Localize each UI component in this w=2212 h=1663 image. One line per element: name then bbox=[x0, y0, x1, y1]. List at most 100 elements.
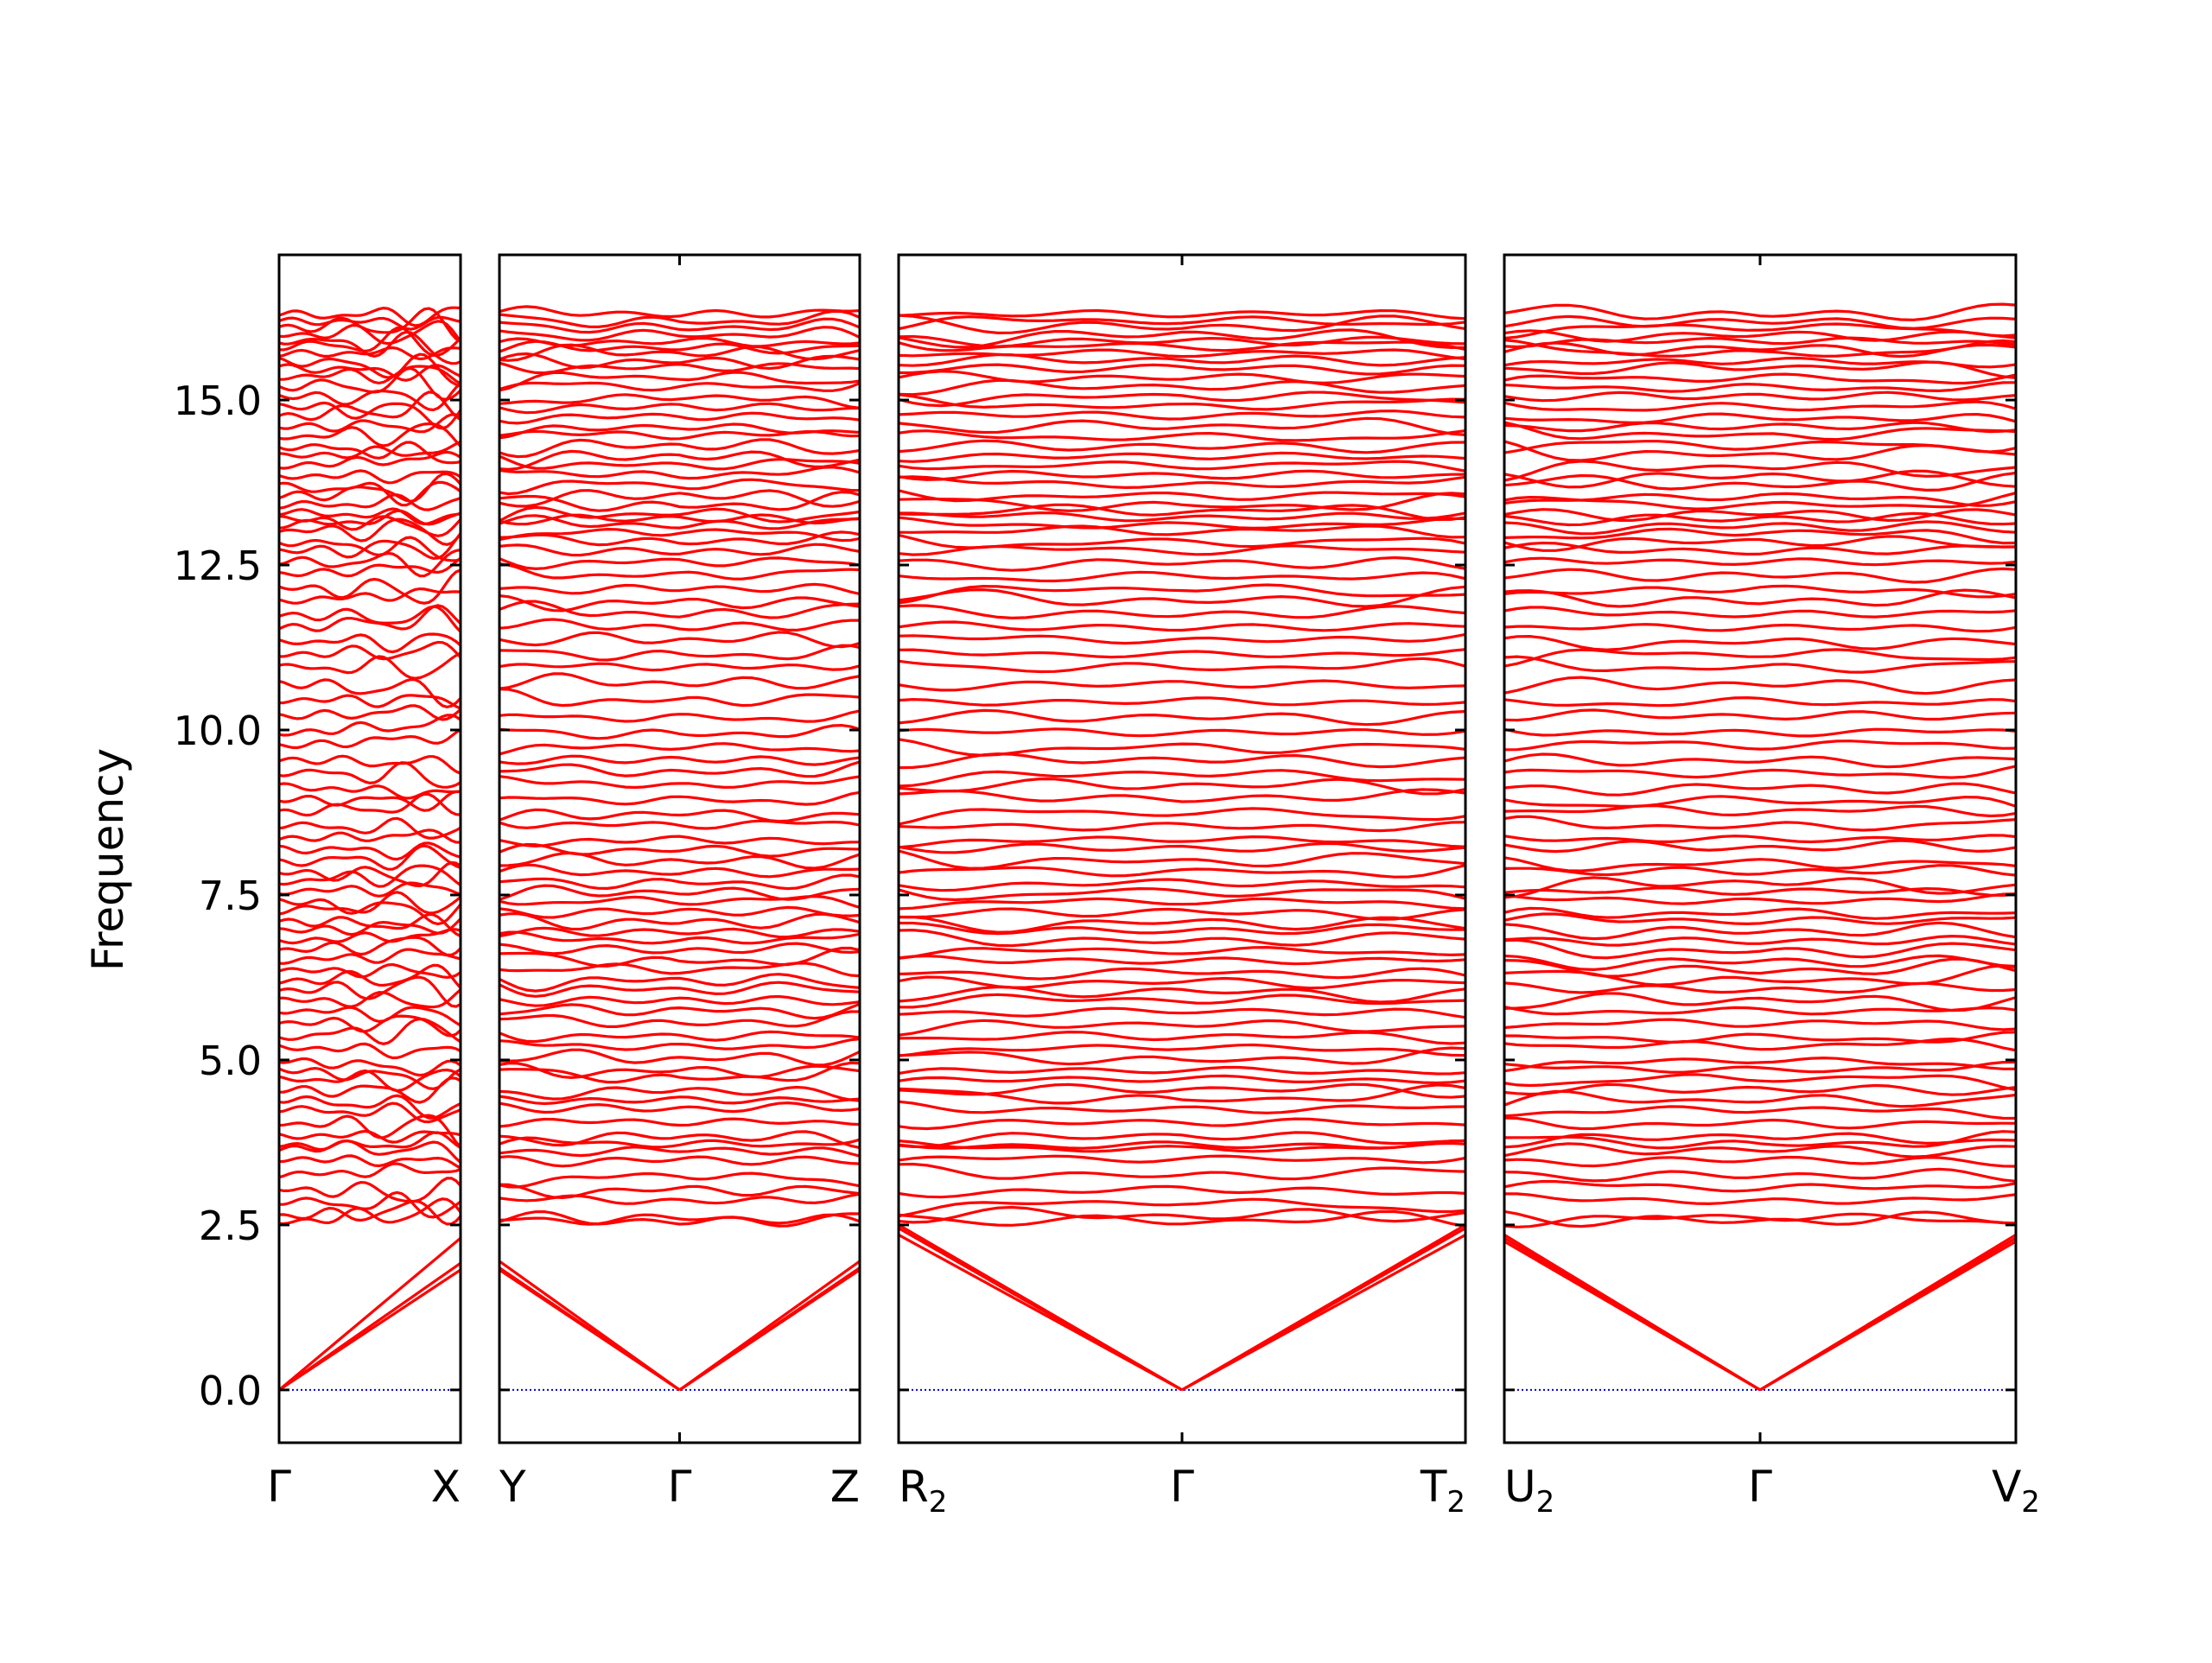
optical-band bbox=[1504, 892, 2016, 905]
optical-band bbox=[1504, 954, 2016, 972]
optical-band bbox=[899, 907, 1465, 921]
optical-band bbox=[1504, 676, 2016, 695]
optical-band bbox=[499, 393, 860, 409]
optical-band bbox=[899, 378, 1465, 397]
optical-band bbox=[499, 851, 860, 870]
optical-band bbox=[499, 973, 860, 993]
optical-band bbox=[899, 928, 1465, 948]
optical-band bbox=[279, 790, 461, 812]
optical-band bbox=[1504, 957, 2016, 978]
x-tick-label: Γ bbox=[1748, 1462, 1772, 1512]
optical-band bbox=[499, 326, 860, 342]
optical-band bbox=[1504, 992, 2016, 1012]
optical-band bbox=[279, 761, 461, 789]
optical-band bbox=[279, 962, 461, 980]
optical-band bbox=[499, 530, 860, 547]
optical-band bbox=[499, 513, 860, 526]
optical-band bbox=[499, 411, 860, 425]
optical-band bbox=[279, 532, 461, 561]
optical-band bbox=[279, 782, 461, 800]
optical-band bbox=[499, 994, 860, 1007]
optical-band bbox=[279, 640, 461, 661]
optical-band bbox=[279, 441, 461, 465]
optical-band bbox=[499, 905, 860, 919]
optical-band bbox=[279, 898, 461, 926]
optical-band bbox=[1504, 339, 2016, 358]
optical-band bbox=[899, 1074, 1465, 1085]
optical-band bbox=[1504, 934, 2016, 947]
optical-band bbox=[1504, 739, 2016, 752]
optical-band bbox=[279, 1066, 461, 1091]
optical-band bbox=[279, 816, 461, 840]
optical-band bbox=[279, 928, 461, 945]
optical-band bbox=[899, 788, 1465, 803]
acoustic-band bbox=[1181, 1223, 1465, 1392]
acoustic-band bbox=[1181, 1233, 1465, 1392]
x-tick-label: Γ bbox=[267, 1462, 291, 1512]
optical-band bbox=[899, 511, 1465, 523]
optical-band bbox=[1504, 421, 2016, 441]
optical-band bbox=[899, 1197, 1465, 1218]
optical-band bbox=[279, 1139, 461, 1164]
optical-band bbox=[499, 1010, 860, 1028]
optical-band bbox=[1504, 460, 2016, 482]
optical-band bbox=[499, 926, 860, 939]
optical-band bbox=[1504, 708, 2016, 722]
x-tick-label: X bbox=[431, 1462, 461, 1512]
band-group bbox=[499, 305, 860, 1392]
optical-band bbox=[279, 891, 461, 916]
band-group bbox=[1504, 302, 2016, 1392]
optical-band bbox=[1504, 356, 2016, 369]
optical-band bbox=[279, 307, 461, 343]
y-axis-label: Frequency bbox=[83, 748, 133, 971]
optical-band bbox=[899, 416, 1465, 436]
optical-band bbox=[899, 314, 1465, 335]
optical-band bbox=[1504, 440, 2016, 454]
optical-band bbox=[899, 1065, 1465, 1076]
optical-band bbox=[1504, 1192, 2016, 1206]
optical-band bbox=[499, 1117, 860, 1128]
optical-band bbox=[499, 514, 860, 530]
optical-band bbox=[279, 315, 461, 331]
optical-band bbox=[279, 1131, 461, 1153]
optical-band bbox=[279, 1042, 461, 1060]
optical-band bbox=[279, 330, 461, 365]
optical-band bbox=[499, 760, 860, 778]
optical-band bbox=[1504, 1037, 2016, 1052]
optical-band bbox=[499, 371, 860, 392]
optical-band bbox=[499, 305, 860, 319]
acoustic-band bbox=[899, 1223, 1183, 1392]
optical-band bbox=[899, 632, 1465, 645]
optical-band bbox=[279, 936, 461, 956]
optical-band bbox=[1504, 1209, 2016, 1228]
y-tick-label: 12.5 bbox=[174, 543, 262, 589]
optical-band bbox=[279, 841, 461, 861]
optical-band bbox=[1504, 469, 2016, 489]
optical-band bbox=[279, 860, 461, 888]
optical-band bbox=[279, 714, 461, 737]
optical-band bbox=[279, 1114, 461, 1148]
optical-band bbox=[279, 632, 461, 654]
optical-band bbox=[499, 688, 860, 708]
optical-band bbox=[279, 1017, 461, 1045]
optical-band bbox=[279, 605, 461, 633]
optical-band bbox=[899, 657, 1465, 674]
optical-band bbox=[899, 1082, 1465, 1099]
optical-band bbox=[899, 1046, 1465, 1066]
optical-band bbox=[1504, 752, 2016, 769]
optical-band bbox=[499, 1136, 860, 1149]
optical-band bbox=[499, 672, 860, 690]
optical-band bbox=[499, 1002, 860, 1020]
optical-band bbox=[1504, 302, 2016, 321]
optical-band bbox=[279, 1162, 461, 1179]
optical-band bbox=[1504, 695, 2016, 708]
optical-band bbox=[279, 828, 461, 844]
optical-band bbox=[499, 466, 860, 480]
optical-band bbox=[899, 570, 1465, 583]
x-tick-label: Y bbox=[499, 1462, 526, 1512]
optical-band bbox=[899, 469, 1465, 481]
optical-band bbox=[1504, 492, 2016, 507]
optical-band bbox=[899, 886, 1465, 902]
